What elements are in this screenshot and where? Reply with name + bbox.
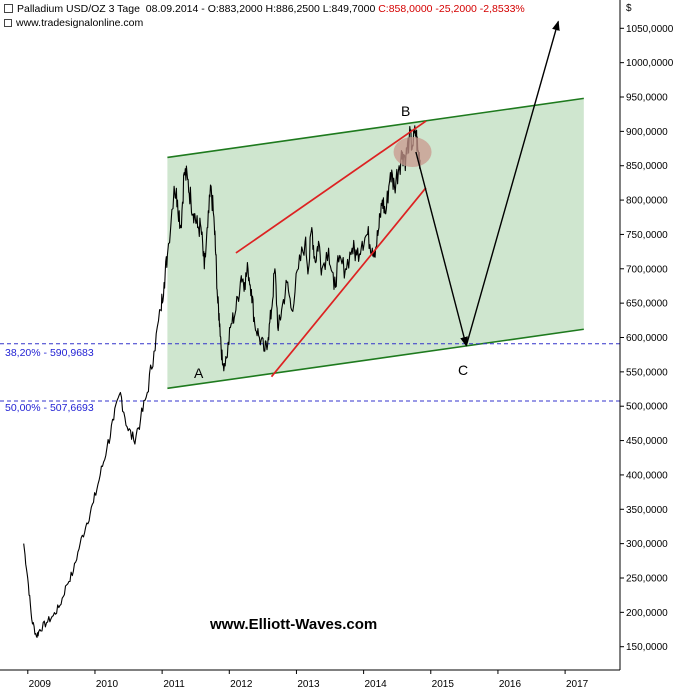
source-link[interactable]: www.tradesignalonline.com bbox=[16, 17, 144, 29]
y-tick-label: 950,0000 bbox=[626, 93, 668, 104]
y-tick-label: 850,0000 bbox=[626, 161, 668, 172]
fib-label-38: 38,20% - 590,9683 bbox=[4, 347, 95, 359]
top-highlight bbox=[393, 136, 432, 167]
y-tick-label: 1050,0000 bbox=[626, 24, 674, 35]
x-tick-label: 2015 bbox=[432, 679, 455, 690]
y-tick-label: 500,0000 bbox=[626, 402, 668, 413]
fib-label-50: 50,00% - 507,6693 bbox=[4, 402, 95, 414]
wave-label-a: A bbox=[194, 365, 204, 381]
x-tick-label: 2012 bbox=[230, 679, 253, 690]
x-tick-label: 2017 bbox=[566, 679, 589, 690]
y-tick-label: 150,0000 bbox=[626, 642, 668, 653]
fibonacci-layer bbox=[0, 343, 620, 402]
forecast-arrow-0 bbox=[415, 151, 468, 347]
x-tick-label: 2011 bbox=[163, 679, 185, 690]
y-tick-label: 350,0000 bbox=[626, 505, 668, 516]
x-tick-label: 2014 bbox=[364, 679, 387, 690]
checkbox-icon[interactable] bbox=[4, 4, 13, 13]
currency-symbol: $ bbox=[626, 3, 632, 14]
y-tick-label: 300,0000 bbox=[626, 539, 668, 550]
channel-layer bbox=[167, 97, 584, 390]
y-tick-label: 1000,0000 bbox=[626, 58, 674, 69]
channel-upper-line bbox=[167, 97, 584, 159]
y-tick-label: 700,0000 bbox=[626, 264, 668, 275]
x-tick-label: 2013 bbox=[297, 679, 320, 690]
header-close-change: C:858,0000 -25,2000 -2,8533% bbox=[378, 3, 525, 15]
header-low: L:849,7000 bbox=[322, 3, 376, 15]
wedge-line-0 bbox=[235, 120, 427, 254]
y-tick-label: 550,0000 bbox=[626, 367, 668, 378]
y-tick-label: 600,0000 bbox=[626, 333, 668, 344]
header-open: O:883,2000 bbox=[207, 3, 263, 15]
channel-lower-line bbox=[167, 328, 584, 390]
y-tick-label: 650,0000 bbox=[626, 299, 668, 310]
y-tick-label: 400,0000 bbox=[626, 470, 668, 481]
y-tick-label: 750,0000 bbox=[626, 230, 668, 241]
chart-header: Palladium USD/OZ 3 Tage 08.09.2014 - O:8… bbox=[4, 3, 525, 15]
x-tick-label: 2016 bbox=[499, 679, 522, 690]
wave-label-c: C bbox=[458, 362, 469, 378]
price-line bbox=[23, 125, 421, 638]
y-tick-label: 450,0000 bbox=[626, 436, 668, 447]
watermark: www.Elliott-Waves.com bbox=[210, 616, 378, 633]
forecast-arrow-1 bbox=[465, 20, 560, 346]
header-date: 08.09.2014 bbox=[145, 3, 199, 15]
axes-layer: 150,0000 200,0000 250,0000 300,0000 350,0000… bbox=[0, 0, 674, 690]
wave-label-b: B bbox=[401, 103, 411, 119]
wedge-line-1 bbox=[270, 187, 427, 378]
header-symbol: Palladium USD/OZ 3 Tage bbox=[17, 3, 140, 15]
y-tick-label: 800,0000 bbox=[626, 196, 668, 207]
y-tick-label: 250,0000 bbox=[626, 573, 668, 584]
y-tick-label: 900,0000 bbox=[626, 127, 668, 138]
x-tick-label: 2009 bbox=[29, 679, 52, 690]
price-layer bbox=[23, 125, 421, 638]
header-high: H:886,2500 bbox=[265, 3, 320, 15]
source-marker-icon bbox=[4, 19, 12, 27]
chart-source: www.tradesignalonline.com bbox=[4, 17, 143, 29]
x-tick-label: 2010 bbox=[96, 679, 119, 690]
channel-area bbox=[167, 98, 584, 389]
overlay-layer bbox=[235, 20, 560, 378]
y-tick-label: 200,0000 bbox=[626, 608, 668, 619]
